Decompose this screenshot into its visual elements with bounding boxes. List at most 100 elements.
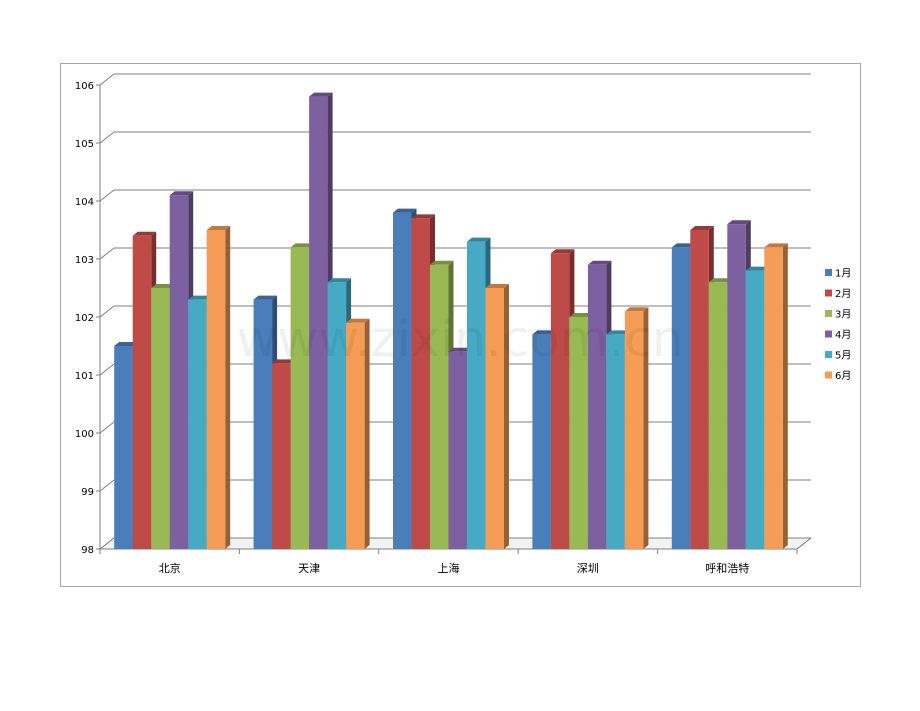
legend-label: 4月 (835, 329, 851, 341)
y-tick-label: 99 (81, 487, 94, 498)
bar-top (764, 243, 788, 248)
bar-1-6 (206, 226, 231, 549)
legend-label: 6月 (835, 370, 851, 382)
bar-top (151, 284, 175, 288)
bar-top (309, 92, 333, 97)
y-tick-label: 105 (75, 139, 94, 150)
bar-top (448, 347, 472, 352)
bar-top (114, 342, 138, 346)
bars (114, 92, 788, 550)
bar-face (727, 224, 746, 549)
legend-label: 1月 (835, 268, 851, 280)
bar-top (188, 295, 212, 300)
legend: 1月 2月 3月 4月 5月 6月 (825, 268, 851, 382)
gridline-diag (99, 131, 115, 144)
bar-face (485, 288, 504, 549)
bar-top (587, 260, 612, 265)
bar-top (253, 295, 278, 300)
gridline-diag (99, 537, 115, 550)
bar-face (550, 253, 570, 549)
legend-swatch (825, 289, 832, 297)
y-tick-label: 103 (75, 255, 94, 266)
gridline-diag (99, 305, 115, 318)
bar-top (690, 226, 714, 230)
bar-top (393, 208, 417, 213)
bar-face (467, 241, 486, 549)
legend-label: 3月 (835, 309, 851, 321)
bar-top (727, 220, 751, 225)
bar-side (782, 243, 788, 549)
x-category-label: 上海 (438, 561, 460, 575)
bar-face (764, 247, 783, 549)
bar-top (671, 243, 696, 248)
y-tick-label: 98 (81, 545, 94, 556)
bar-face (690, 230, 709, 549)
bar-top (745, 266, 770, 271)
gridline-diag (99, 363, 115, 376)
bar-face (708, 282, 728, 549)
bar-face (309, 96, 328, 549)
y-tick-label: 104 (75, 197, 94, 208)
y-tick-label: 106 (75, 81, 94, 92)
bar-top (606, 330, 630, 335)
bar-side (225, 226, 231, 549)
bar-top (569, 313, 593, 317)
bar-4-6 (624, 307, 649, 549)
bar-face (448, 351, 467, 549)
gridline-diag (99, 421, 115, 434)
bar-5-6 (764, 243, 788, 549)
bar-top (272, 359, 296, 364)
legend-swatch (825, 351, 832, 358)
x-category-label: 北京 (159, 561, 181, 575)
bar-face (169, 195, 189, 549)
bar-side (643, 307, 649, 549)
bar-face (290, 247, 310, 549)
gridline-diag (99, 73, 115, 86)
bar-face (327, 282, 347, 549)
y-tick-label: 100 (75, 429, 94, 440)
bar-side (504, 284, 509, 549)
bar-face (606, 334, 625, 549)
bar-face (114, 346, 133, 549)
legend-swatch (825, 330, 832, 338)
bar-face (253, 299, 273, 549)
bar-3-6 (485, 284, 509, 549)
legend-swatch (825, 310, 832, 317)
bar-top (550, 249, 575, 254)
watermark: www.zixin.com.cn (236, 310, 683, 368)
y-tick-label: 101 (75, 371, 94, 382)
floor-edge (796, 537, 812, 550)
bar-top (411, 214, 435, 219)
legend-label: 5月 (835, 350, 851, 362)
bar-face (569, 317, 588, 549)
x-category-labels: 北京 天津 上海 深圳 呼和浩特 (159, 561, 750, 575)
bar-top (467, 237, 491, 242)
bar-face (671, 247, 691, 549)
gridline-diag (99, 189, 115, 202)
bar-face (393, 212, 412, 549)
legend-swatch (825, 269, 832, 276)
bar-face (411, 218, 430, 549)
bar-side (364, 318, 370, 549)
bar-face (132, 235, 152, 550)
x-category-label: 天津 (298, 562, 320, 575)
bar-face (188, 299, 207, 549)
bar-top (132, 231, 157, 236)
bar-face (346, 322, 365, 549)
bar-face (151, 288, 170, 549)
bar-top (532, 330, 556, 335)
bar-top (485, 284, 509, 288)
bar-top (327, 278, 352, 283)
x-category-label: 呼和浩特 (705, 561, 749, 575)
bar-top (206, 226, 231, 230)
gridline-diag (99, 247, 115, 260)
bar-face (206, 230, 226, 549)
bar-face (430, 264, 449, 549)
legend-swatch (825, 371, 832, 379)
legend-label: 2月 (835, 288, 851, 300)
bar-top (169, 191, 194, 196)
y-tick-labels: 98 99 100 101 102 103 104 105 106 (75, 81, 94, 556)
y-tick-label: 102 (75, 313, 94, 324)
bar-face (532, 334, 551, 549)
